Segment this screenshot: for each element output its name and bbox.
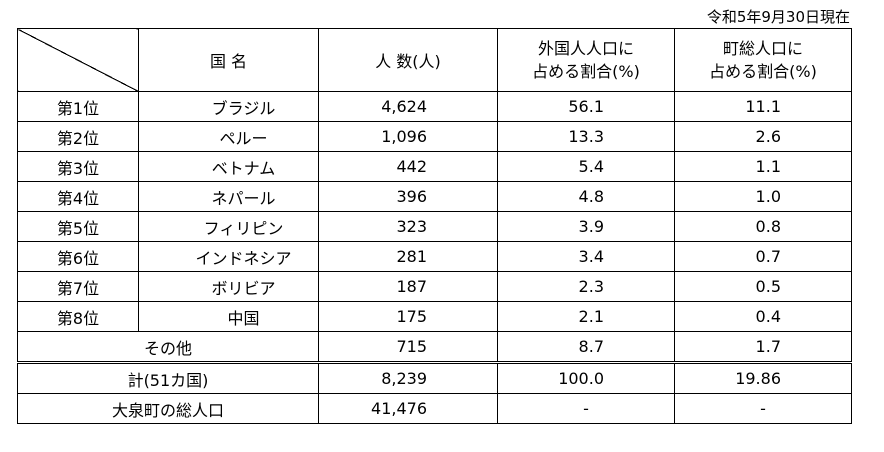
country-cell: ブラジル xyxy=(138,91,319,122)
table-row: 第3位 ベトナム 442 5.4 1.1 xyxy=(17,151,852,182)
foreign-ratio-cell: 13.3 xyxy=(497,121,675,152)
foreign-ratio-cell: 4.8 xyxy=(497,181,675,212)
foreign-ratio-cell: 5.4 xyxy=(497,151,675,182)
total-town-ratio: 19.86 xyxy=(674,361,852,394)
total-label: 計(51カ国) xyxy=(17,361,319,394)
total-row: 計(51カ国) 8,239 100.0 19.86 xyxy=(17,361,852,394)
table-row: 第7位 ボリビア 187 2.3 0.5 xyxy=(17,271,852,302)
table-row: 第8位 中国 175 2.1 0.4 xyxy=(17,301,852,332)
count-cell: 4,624 xyxy=(318,91,498,122)
foreign-ratio-cell: 2.1 xyxy=(497,301,675,332)
table-row: 第2位 ペルー 1,096 13.3 2.6 xyxy=(17,121,852,152)
table-row: 第1位 ブラジル 4,624 56.1 11.1 xyxy=(17,91,852,122)
country-cell: ペルー xyxy=(138,121,319,152)
rank-cell: 第6位 xyxy=(17,241,139,272)
header-diagonal-cell xyxy=(17,28,139,92)
other-count: 715 xyxy=(318,331,498,363)
country-cell: ボリビア xyxy=(138,271,319,302)
rank-cell: 第4位 xyxy=(17,181,139,212)
rank-cell: 第8位 xyxy=(17,301,139,332)
country-cell: フィリピン xyxy=(138,211,319,242)
rank-cell: 第5位 xyxy=(17,211,139,242)
count-cell: 175 xyxy=(318,301,498,332)
as-of-date: 令和5年9月30日現在 xyxy=(706,8,850,26)
table-row: 第5位 フィリピン 323 3.9 0.8 xyxy=(17,211,852,242)
rank-cell: 第3位 xyxy=(17,151,139,182)
count-cell: 323 xyxy=(318,211,498,242)
header-town-ratio: 町総人口に 占める割合(%) xyxy=(674,28,852,92)
count-cell: 1,096 xyxy=(318,121,498,152)
rank-cell: 第2位 xyxy=(17,121,139,152)
total-count: 8,239 xyxy=(318,361,498,394)
country-cell: 中国 xyxy=(138,301,319,332)
other-foreign-ratio: 8.7 xyxy=(497,331,675,363)
country-cell: ベトナム xyxy=(138,151,319,182)
total-foreign-ratio: 100.0 xyxy=(497,361,675,394)
town-ratio-cell: 1.0 xyxy=(674,181,852,212)
other-town-ratio: 1.7 xyxy=(674,331,852,363)
header-foreign-ratio-line2: 占める割合(%) xyxy=(532,62,640,81)
rank-cell: 第7位 xyxy=(17,271,139,302)
town-total-count: 41,476 xyxy=(318,393,498,424)
other-label: その他 xyxy=(17,331,319,363)
town-ratio-cell: 0.5 xyxy=(674,271,852,302)
country-cell: インドネシア xyxy=(138,241,319,272)
town-total-label: 大泉町の総人口 xyxy=(17,393,319,424)
header-foreign-ratio-line1: 外国人人口に xyxy=(537,38,634,58)
rank-cell: 第1位 xyxy=(17,91,139,122)
town-total-foreign-ratio: - xyxy=(497,393,675,424)
count-cell: 281 xyxy=(318,241,498,272)
town-ratio-cell: 11.1 xyxy=(674,91,852,122)
header-town-ratio-line2: 占める割合(%) xyxy=(709,62,817,81)
header-foreign-ratio: 外国人人口に 占める割合(%) xyxy=(497,28,675,92)
town-total-row: 大泉町の総人口 41,476 - - xyxy=(17,393,852,424)
count-cell: 187 xyxy=(318,271,498,302)
header-country: 国 名 xyxy=(138,28,319,92)
town-ratio-cell: 0.8 xyxy=(674,211,852,242)
foreign-ratio-cell: 56.1 xyxy=(497,91,675,122)
town-ratio-cell: 0.4 xyxy=(674,301,852,332)
town-ratio-cell: 0.7 xyxy=(674,241,852,272)
town-ratio-cell: 2.6 xyxy=(674,121,852,152)
foreign-ratio-cell: 3.9 xyxy=(497,211,675,242)
header-town-ratio-line1: 町総人口に xyxy=(722,38,803,58)
foreign-ratio-cell: 2.3 xyxy=(497,271,675,302)
town-ratio-cell: 1.1 xyxy=(674,151,852,182)
foreign-population-table: 国 名 人 数(人) 外国人人口に 占める割合(%) 町総人口に 占める割合(%… xyxy=(17,28,852,424)
header-count: 人 数(人) xyxy=(318,28,498,92)
count-cell: 396 xyxy=(318,181,498,212)
table-row: 第6位 インドネシア 281 3.4 0.7 xyxy=(17,241,852,272)
table-row: 第4位 ネパール 396 4.8 1.0 xyxy=(17,181,852,212)
count-cell: 442 xyxy=(318,151,498,182)
town-total-town-ratio: - xyxy=(674,393,852,424)
country-cell: ネパール xyxy=(138,181,319,212)
other-row: その他 715 8.7 1.7 xyxy=(17,331,852,363)
header-row: 国 名 人 数(人) 外国人人口に 占める割合(%) 町総人口に 占める割合(%… xyxy=(17,28,852,92)
foreign-ratio-cell: 3.4 xyxy=(497,241,675,272)
